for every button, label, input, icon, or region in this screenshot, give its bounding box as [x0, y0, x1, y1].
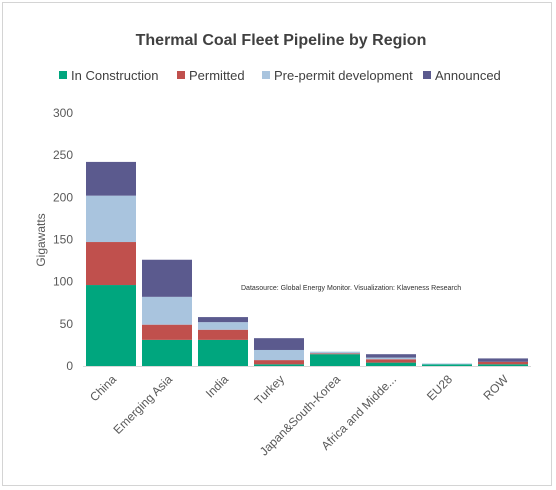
- bar-segment: [310, 354, 360, 366]
- bar-segment: [478, 361, 528, 365]
- legend-swatch: [423, 71, 431, 79]
- bar-segment: [198, 317, 248, 323]
- legend-swatch: [177, 71, 185, 79]
- y-tick-label: 250: [53, 148, 73, 162]
- y-axis-ticks: 0 50 100 150 200 250 300: [53, 106, 73, 373]
- legend-swatch: [59, 71, 67, 79]
- bar-segment: [86, 161, 136, 196]
- legend-label: Announced: [435, 68, 501, 83]
- x-tick-label: EU28: [424, 372, 455, 403]
- bar-segment: [478, 364, 528, 366]
- bar-segment: [310, 353, 360, 355]
- bar-segment: [86, 285, 136, 366]
- x-tick-label: ROW: [480, 372, 511, 403]
- bar-segment: [478, 358, 528, 362]
- bar-segment: [86, 242, 136, 286]
- x-tick-label: India: [203, 372, 232, 401]
- y-tick-label: 0: [66, 359, 73, 373]
- legend: In Construction Permitted Pre-permit devel…: [59, 68, 501, 83]
- bar-segment: [366, 357, 416, 360]
- bar-segment: [142, 259, 192, 297]
- bar-segment: [142, 339, 192, 366]
- y-tick-label: 50: [60, 317, 74, 331]
- bar-segment: [142, 324, 192, 340]
- bar-segment: [198, 329, 248, 340]
- chart-frame: Thermal Coal Fleet Pipeline by Region In…: [2, 2, 552, 486]
- bar-segment: [254, 349, 304, 361]
- bar-segment: [366, 359, 416, 363]
- legend-label: In Construction: [71, 68, 158, 83]
- legend-swatch: [262, 71, 270, 79]
- data-source-annotation: Datasource: Global Energy Monitor. Visua…: [241, 285, 461, 292]
- legend-label: Permitted: [189, 68, 245, 83]
- x-tick-label: Emerging Asia: [111, 372, 176, 437]
- bar-segment: [422, 363, 472, 365]
- bar-segment: [198, 339, 248, 366]
- bar-segment: [254, 338, 304, 350]
- y-tick-label: 200: [53, 190, 73, 204]
- chart-title: Thermal Coal Fleet Pipeline by Region: [136, 32, 427, 49]
- bar-segment: [366, 362, 416, 366]
- bar-segment: [86, 195, 136, 243]
- y-tick-label: 300: [53, 106, 73, 120]
- bar-segment: [422, 364, 472, 366]
- bars: [86, 161, 528, 366]
- bar-segment: [366, 354, 416, 358]
- legend-label: Pre-permit development: [274, 68, 413, 83]
- bar-segment: [198, 322, 248, 330]
- x-tick-label: Turkey: [252, 372, 288, 408]
- bar-segment: [254, 364, 304, 366]
- bar-segment: [254, 360, 304, 365]
- bar-segment: [310, 351, 360, 354]
- y-axis-label: Gigawatts: [34, 213, 48, 266]
- y-tick-label: 100: [53, 275, 73, 289]
- y-tick-label: 150: [53, 233, 73, 247]
- stacked-bar-chart: Thermal Coal Fleet Pipeline by Region In…: [34, 32, 531, 459]
- x-tick-label: China: [87, 372, 119, 404]
- bar-segment: [142, 296, 192, 325]
